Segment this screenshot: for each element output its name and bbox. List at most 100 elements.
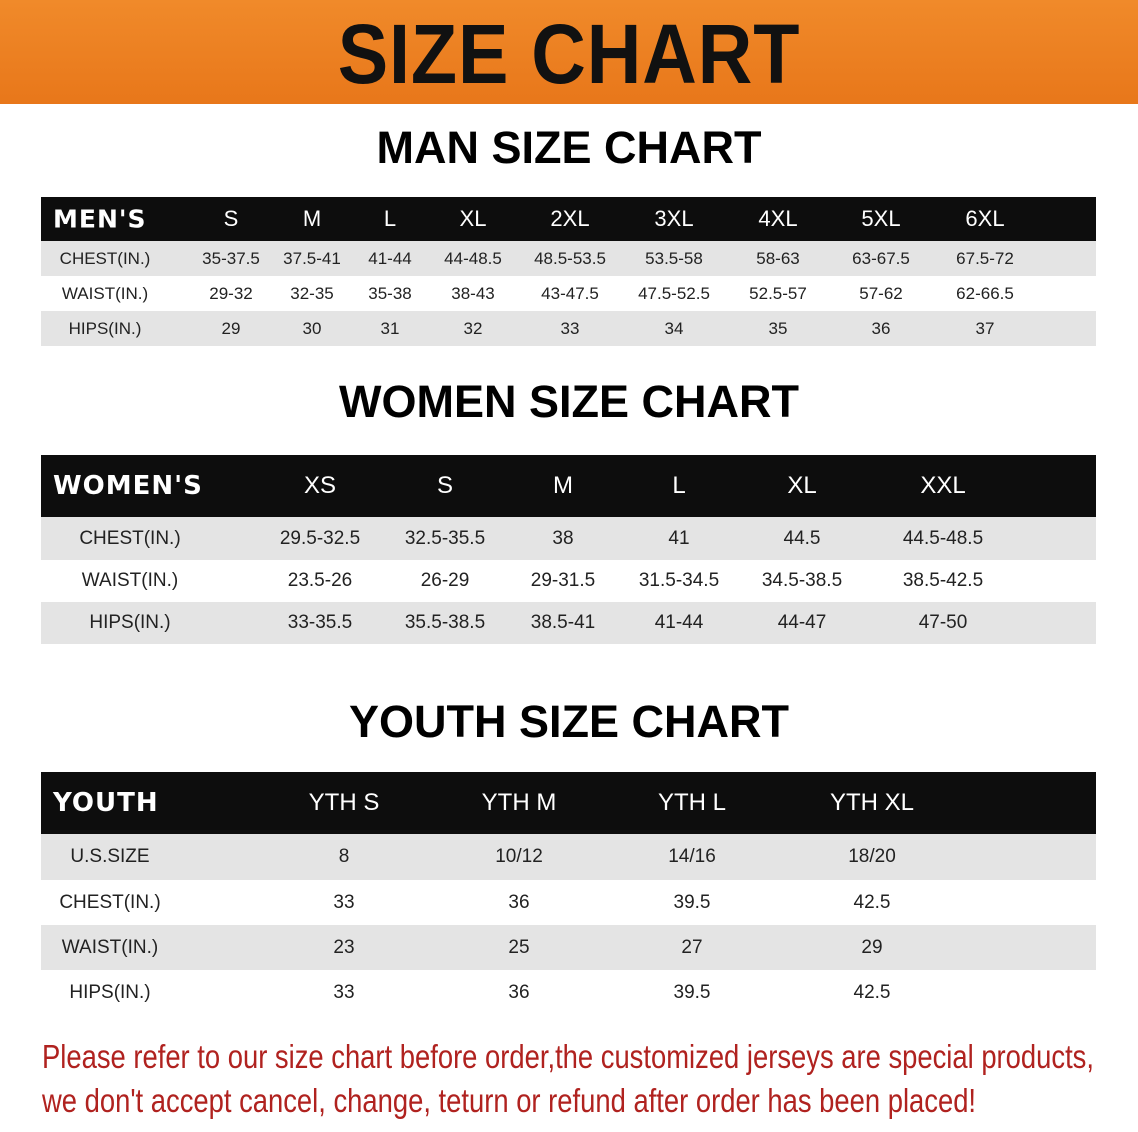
table-cell: 33 <box>333 981 355 1003</box>
size-column-header: S <box>436 472 454 499</box>
table-cell: 47-50 <box>918 612 968 633</box>
table-cell: 41-44 <box>654 612 704 633</box>
table-cell: 44-47 <box>777 612 827 633</box>
table-cell: 34.5-38.5 <box>761 570 843 591</box>
size-column-header: M <box>302 206 322 231</box>
banner: SIZE CHART <box>0 0 1138 104</box>
table-cell: 35 <box>768 318 788 338</box>
table-cell: 31 <box>380 318 400 338</box>
table-cell: 38.5-41 <box>530 612 596 633</box>
table-cell: 41 <box>668 527 690 549</box>
table-cell: 38-43 <box>451 283 495 303</box>
men-section-title: MAN SIZE CHART <box>376 122 762 173</box>
table-row: CHEST(IN.) 29.5-32.5 32.5-35.5 38 41 44.5 44.5… <box>41 517 1096 560</box>
size-column-header: YTH M <box>481 789 557 816</box>
table-cell: 36 <box>508 891 530 913</box>
row-label: HIPS(IN.) <box>68 318 142 338</box>
size-column-header: YTH S <box>308 789 380 816</box>
table-cell: 29 <box>861 936 883 958</box>
table-cell: 29-32 <box>209 283 253 303</box>
table-row: WAIST(IN.) 23.5-26 26-29 29-31.5 31.5-34.5 34… <box>41 560 1096 602</box>
table-cell: 33 <box>333 891 355 913</box>
table-cell: 29 <box>221 318 241 338</box>
table-cell: 57-62 <box>859 283 903 303</box>
table-cell: 23.5-26 <box>287 570 353 591</box>
row-label: CHEST(IN.) <box>79 527 181 549</box>
row-label: HIPS(IN.) <box>69 981 151 1003</box>
size-column-header: L <box>672 472 686 499</box>
table-cell: 18/20 <box>848 846 896 867</box>
size-column-header: XL <box>459 206 487 231</box>
men-header-label: MEN'S <box>53 204 147 234</box>
row-label: WAIST(IN.) <box>61 283 149 303</box>
size-column-header: 3XL <box>654 206 694 231</box>
size-column-header: M <box>553 472 573 499</box>
table-cell: 32.5-35.5 <box>404 527 486 549</box>
table-cell: 30 <box>302 318 322 338</box>
table-row: HIPS(IN.) 33 36 39.5 42.5 <box>41 970 1096 1015</box>
table-cell: 26-29 <box>420 570 470 591</box>
table-cell: 23 <box>333 936 355 958</box>
table-cell: 37.5-41 <box>283 248 341 268</box>
table-row: U.S.SIZE 8 10/12 14/16 18/20 <box>41 834 1096 880</box>
youth-header-label: YOUTH <box>53 788 159 818</box>
size-column-header: XXL <box>920 472 966 499</box>
size-column-header: XL <box>787 472 817 499</box>
table-cell: 32-35 <box>290 283 334 303</box>
table-cell: 44.5-48.5 <box>902 527 984 549</box>
table-cell: 33-35.5 <box>287 612 353 633</box>
table-cell: 27 <box>681 936 703 958</box>
size-column-header: 6XL <box>965 206 1005 231</box>
women-section-title: WOMEN SIZE CHART <box>339 376 799 427</box>
table-cell: 10/12 <box>495 846 543 867</box>
row-label: CHEST(IN.) <box>59 248 151 268</box>
size-column-header: S <box>223 206 239 231</box>
table-cell: 25 <box>508 936 530 958</box>
men-header-row: MEN'S S M L XL 2XL 3XL 4XL 5XL 6XL <box>41 197 1096 241</box>
table-cell: 63-67.5 <box>852 248 910 268</box>
size-column-header: 5XL <box>861 206 901 231</box>
size-column-header: 2XL <box>550 206 590 231</box>
row-label: CHEST(IN.) <box>59 891 161 913</box>
size-column-header: YTH L <box>657 789 727 816</box>
size-column-header: YTH XL <box>829 789 915 816</box>
table-cell: 34 <box>664 318 684 338</box>
table-cell: 44.5 <box>783 527 821 549</box>
table-cell: 53.5-58 <box>645 248 703 268</box>
table-cell: 52.5-57 <box>749 283 807 303</box>
table-cell: 33 <box>560 318 580 338</box>
table-cell: 43-47.5 <box>541 283 599 303</box>
women-header-label: WOMEN'S <box>53 471 203 501</box>
table-cell: 42.5 <box>853 981 891 1003</box>
notice-line-1: Please refer to our size chart before or… <box>42 1038 1094 1075</box>
table-cell: 8 <box>338 846 350 867</box>
banner-title: SIZE CHART <box>337 7 801 101</box>
size-column-header: 4XL <box>758 206 798 231</box>
table-cell: 32 <box>463 318 483 338</box>
row-label: U.S.SIZE <box>70 846 150 867</box>
table-cell: 67.5-72 <box>956 248 1014 268</box>
size-column-header: XS <box>303 472 337 499</box>
table-cell: 35-37.5 <box>202 248 260 268</box>
table-row: HIPS(IN.) 33-35.5 35.5-38.5 38.5-41 41-44 44-… <box>41 602 1096 644</box>
row-label: WAIST(IN.) <box>61 936 159 958</box>
table-cell: 36 <box>871 318 891 338</box>
row-label: HIPS(IN.) <box>89 612 171 633</box>
table-cell: 42.5 <box>853 891 891 913</box>
table-cell: 38 <box>552 527 574 549</box>
size-column-header: L <box>383 206 397 231</box>
table-row: CHEST(IN.) 35-37.5 37.5-41 41-44 44-48.5 48.5… <box>41 241 1096 276</box>
table-cell: 58-63 <box>756 248 800 268</box>
youth-size-table: YOUTH YTH S YTH M YTH L YTH XL U.S.SIZE 8 10/12… <box>41 772 1096 1015</box>
women-size-table: WOMEN'S XS S M L XL XXL CHEST(IN.) 29.5-32.5 32.5… <box>41 455 1096 644</box>
table-cell: 31.5-34.5 <box>638 570 720 591</box>
table-cell: 35-38 <box>368 283 412 303</box>
table-cell: 62-66.5 <box>956 283 1014 303</box>
table-cell: 38.5-42.5 <box>902 570 984 591</box>
table-cell: 29-31.5 <box>530 570 596 591</box>
youth-section-title: YOUTH SIZE CHART <box>348 696 789 747</box>
youth-header-row: YOUTH YTH S YTH M YTH L YTH XL <box>41 772 1096 834</box>
table-row: WAIST(IN.) 23 25 27 29 <box>41 925 1096 970</box>
table-cell: 37 <box>975 318 995 338</box>
table-row: HIPS(IN.) 29 30 31 32 33 34 35 36 37 <box>41 311 1096 346</box>
